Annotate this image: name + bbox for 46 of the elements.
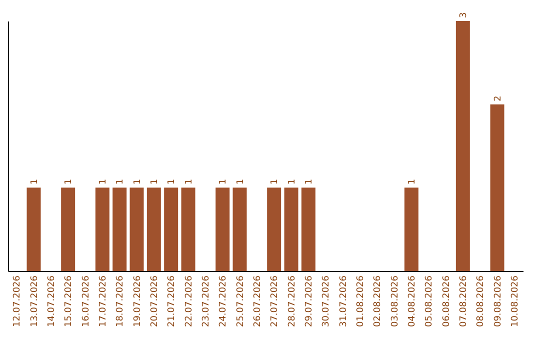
x-tick-label: 30.07.2026 (322, 275, 332, 328)
x-tick-label: 23.07.2026 (201, 275, 212, 328)
x-tick-label: 07.08.2026 (458, 275, 469, 328)
x-tick-label: 27.07.2026 (270, 275, 280, 328)
x-tick-label: 16.07.2026 (81, 275, 92, 328)
data-label: 1 (150, 178, 160, 185)
x-tick-label: 14.07.2026 (46, 275, 57, 328)
x-tick-label: 04.08.2026 (407, 275, 418, 328)
x-tick-label: 08.08.2026 (476, 275, 486, 328)
x-tick-label: 22.07.2026 (184, 275, 194, 328)
x-tick-label: 18.07.2026 (116, 275, 126, 328)
data-label: 1 (64, 178, 74, 185)
data-label: 1 (167, 178, 178, 185)
x-tick-label: 20.07.2026 (150, 275, 160, 328)
data-label: 2 (493, 96, 504, 102)
data-label: 3 (458, 12, 469, 18)
x-tick-label: 24.07.2026 (218, 275, 229, 328)
x-tick-label: 29.07.2026 (304, 275, 314, 328)
x-tick-label: 12.07.2026 (12, 275, 23, 328)
data-label: 1 (184, 178, 194, 185)
x-tick-label: 17.07.2026 (98, 275, 108, 328)
x-tick-label: 28.07.2026 (287, 275, 298, 328)
x-tick-label: 25.07.2026 (236, 275, 246, 328)
data-label: 1 (30, 178, 40, 185)
x-tick-label: 31.07.2026 (338, 275, 349, 328)
data-label: 1 (236, 178, 246, 185)
x-tick-label: 06.08.2026 (442, 275, 452, 328)
data-label: 1 (218, 178, 229, 185)
data-label: 1 (270, 178, 280, 185)
x-tick-label: 15.07.2026 (64, 275, 74, 328)
data-label: 1 (407, 178, 418, 185)
data-label: 1 (287, 178, 298, 185)
data-label: 1 (98, 178, 108, 185)
x-tick-label: 02.08.2026 (373, 275, 384, 328)
x-tick-label: 05.08.2026 (424, 275, 435, 328)
x-tick-label: 26.07.2026 (252, 275, 263, 328)
x-tick-label: 09.08.2026 (493, 275, 504, 328)
data-label: 1 (304, 178, 314, 185)
x-tick-label: 21.07.2026 (167, 275, 178, 328)
x-tick-label: 03.08.2026 (390, 275, 400, 328)
x-tick-label: 19.07.2026 (132, 275, 143, 328)
x-tick-label: 10.08.2026 (510, 275, 520, 328)
x-tick-label: 01.08.2026 (356, 275, 366, 328)
data-label: 1 (116, 178, 126, 185)
x-tick-label: 13.07.2026 (30, 275, 40, 328)
data-label: 1 (132, 178, 143, 185)
